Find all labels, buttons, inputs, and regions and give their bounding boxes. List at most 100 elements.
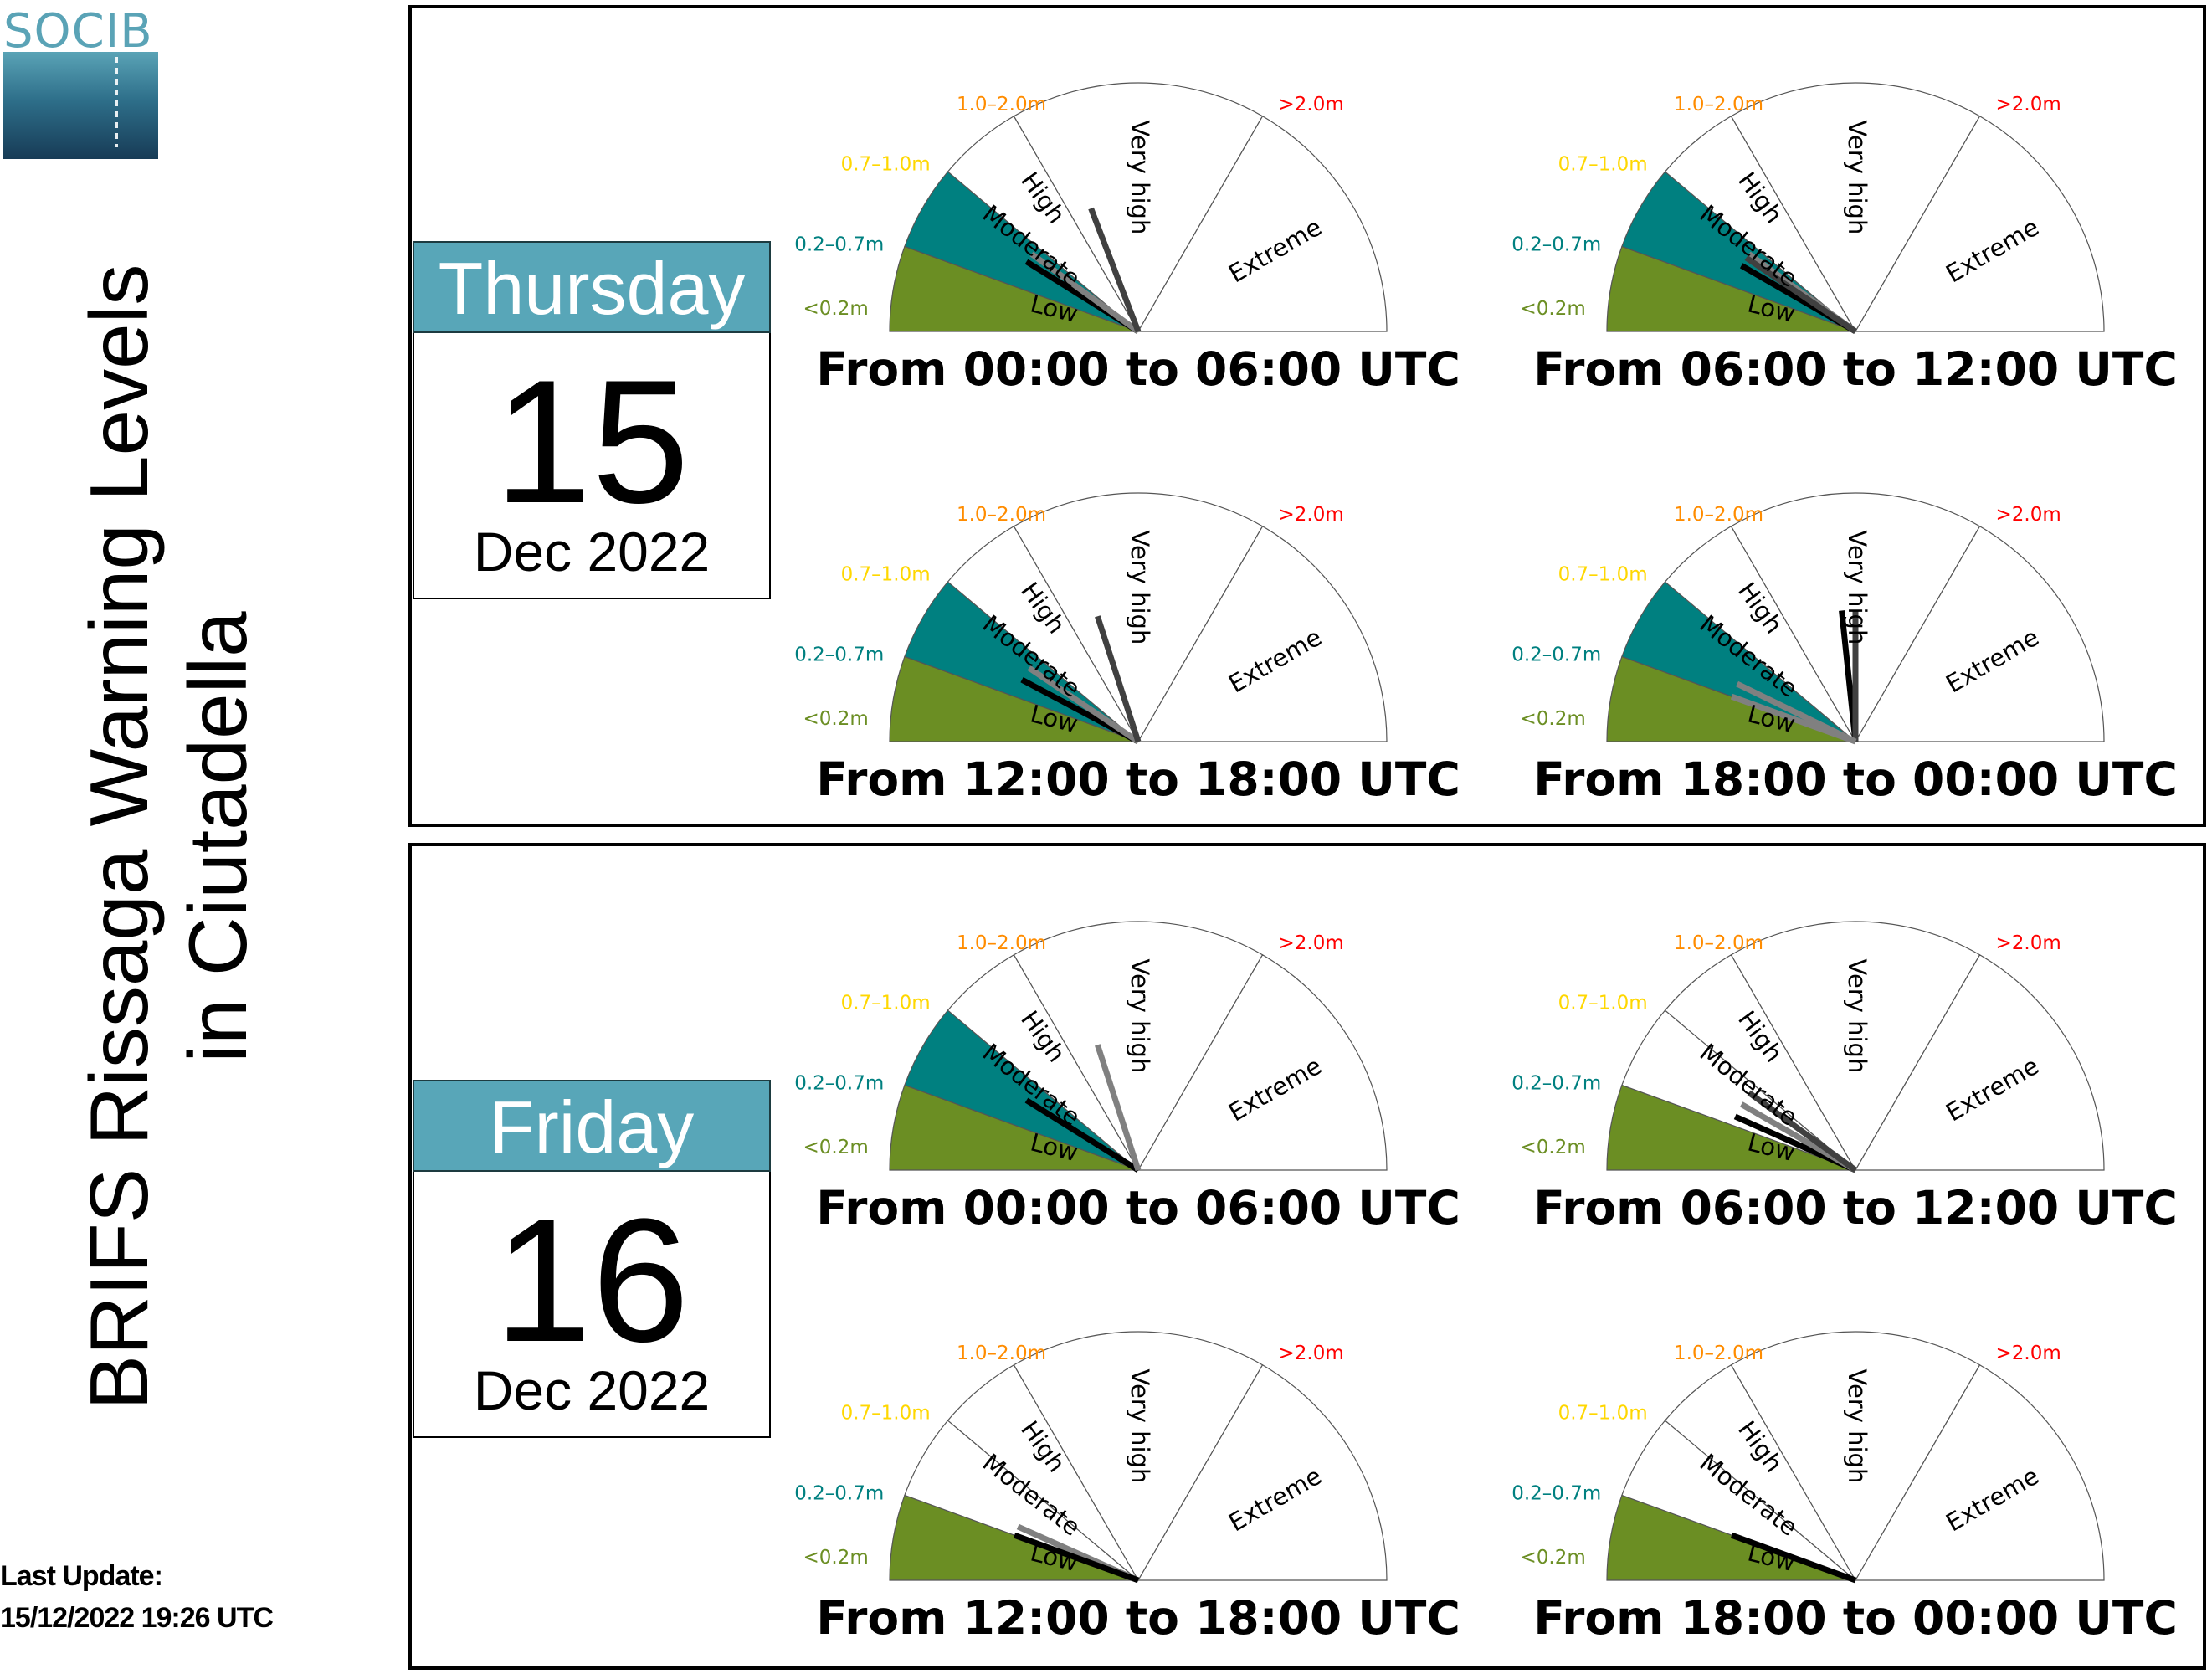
threshold-label: 0.7–1.0m: [1558, 992, 1648, 1014]
segment-label: Very high: [1843, 530, 1871, 644]
segment-label: Very high: [1126, 120, 1154, 234]
gauge-segment: [1854, 115, 2105, 332]
gauge-needle: [1735, 680, 1857, 745]
threshold-label: 0.7–1.0m: [841, 1402, 931, 1424]
logo-dashed-line: [115, 57, 118, 147]
gauge-needle: [1029, 251, 1141, 334]
gauge-segment: [1013, 921, 1264, 1172]
threshold-label: 0.7–1.0m: [1558, 1402, 1648, 1424]
threshold-label: <0.2m: [1521, 298, 1586, 320]
gauge-segment: [1137, 1363, 1388, 1581]
period-caption: From 00:00 to 06:00 UTC: [816, 1181, 1460, 1235]
gauge-needle: [1024, 1097, 1140, 1173]
threshold-label: 0.2–0.7m: [794, 644, 884, 665]
gauge-segment: [1854, 953, 2105, 1171]
last-update: Last Update: 15/12/2022 19:26 UTC: [0, 1555, 274, 1639]
threshold-label: 1.0–2.0m: [1674, 932, 1763, 954]
threshold-label: >2.0m: [1279, 1343, 1344, 1364]
period-caption: From 18:00 to 00:00 UTC: [1533, 752, 2178, 806]
threshold-label: 0.2–0.7m: [794, 234, 884, 255]
page-title: BRIFS Rissaga Warning Levels in Ciutadel…: [69, 84, 270, 1590]
day-name: Thursday: [413, 241, 771, 333]
threshold-label: 0.2–0.7m: [1511, 234, 1601, 255]
gauge-segment: [1137, 115, 1388, 332]
gauge-segment: [1013, 492, 1264, 743]
threshold-label: 0.2–0.7m: [1511, 644, 1601, 665]
threshold-label: <0.2m: [803, 298, 869, 320]
segment-label: Very high: [1843, 120, 1871, 234]
gauge-needle: [1730, 1532, 1857, 1584]
threshold-label: <0.2m: [1521, 708, 1586, 730]
title-line-1: BRIFS Rissaga Warning Levels: [73, 264, 165, 1410]
gauge-needle: [1747, 1090, 1858, 1173]
socib-logo: SOCIB: [3, 7, 158, 159]
threshold-label: 1.0–2.0m: [1674, 1343, 1763, 1364]
title-line-2: in Ciutadella: [172, 611, 264, 1063]
logo-wave-graphic: [3, 52, 158, 159]
threshold-label: 1.0–2.0m: [1674, 94, 1763, 116]
threshold-label: 0.2–0.7m: [1511, 1482, 1601, 1504]
gauge-needle: [1744, 255, 1857, 334]
threshold-label: 1.0–2.0m: [1674, 504, 1763, 526]
threshold-label: <0.2m: [803, 708, 869, 730]
threshold-label: 0.7–1.0m: [1558, 563, 1648, 585]
segment-label: Very high: [1126, 1368, 1154, 1483]
date-box: 15 Dec 2022: [413, 333, 771, 599]
last-update-value: 15/12/2022 19:26 UTC: [0, 1602, 274, 1634]
period-caption: From 00:00 to 06:00 UTC: [816, 342, 1460, 396]
day-panel-thursday: Thursday 15 Dec 2022: [408, 5, 2206, 827]
threshold-label: >2.0m: [1279, 94, 1344, 116]
threshold-label: >2.0m: [1996, 504, 2061, 526]
segment-label: Very high: [1126, 530, 1154, 644]
gauge-segment: [1730, 921, 1981, 1172]
threshold-label: >2.0m: [1279, 932, 1344, 954]
threshold-label: >2.0m: [1996, 1343, 2061, 1364]
threshold-label: <0.2m: [1521, 1547, 1586, 1569]
last-update-label: Last Update:: [0, 1560, 163, 1592]
gauge-segment: [1854, 525, 2105, 742]
gauge-needle: [1095, 1044, 1142, 1172]
threshold-label: 0.2–0.7m: [1511, 1072, 1601, 1094]
period-caption: From 18:00 to 00:00 UTC: [1533, 1591, 2178, 1645]
threshold-label: 0.7–1.0m: [841, 563, 931, 585]
period-caption: From 06:00 to 12:00 UTC: [1533, 342, 2178, 396]
gauge-needle: [1013, 1532, 1140, 1584]
threshold-label: <0.2m: [803, 1547, 869, 1569]
threshold-label: 1.0–2.0m: [957, 504, 1046, 526]
gauge-segment: [1854, 1363, 2105, 1581]
gauge-segment: [1013, 1331, 1264, 1582]
gauge-segment: [1730, 82, 1981, 333]
threshold-label: <0.2m: [803, 1137, 869, 1158]
threshold-label: 1.0–2.0m: [957, 932, 1046, 954]
threshold-label: >2.0m: [1996, 94, 2061, 116]
threshold-label: 0.7–1.0m: [1558, 153, 1648, 175]
segment-label: Very high: [1843, 958, 1871, 1073]
threshold-label: <0.2m: [1521, 1137, 1586, 1158]
threshold-label: >2.0m: [1279, 504, 1344, 526]
gauge-needle: [1027, 665, 1140, 744]
gauge-needle: [1095, 615, 1142, 743]
day-name: Friday: [413, 1080, 771, 1172]
month-year: Dec 2022: [473, 521, 711, 583]
period-caption: From 12:00 to 18:00 UTC: [816, 752, 1460, 806]
threshold-label: 0.7–1.0m: [841, 992, 931, 1014]
date-number: 15: [494, 343, 690, 540]
gauge-segment: [1013, 82, 1264, 333]
threshold-label: 0.2–0.7m: [794, 1072, 884, 1094]
day-panel-friday: Friday 16 Dec 2022: [408, 843, 2206, 1670]
period-caption: From 12:00 to 18:00 UTC: [816, 1591, 1460, 1645]
gauge-segment: [1137, 525, 1388, 742]
